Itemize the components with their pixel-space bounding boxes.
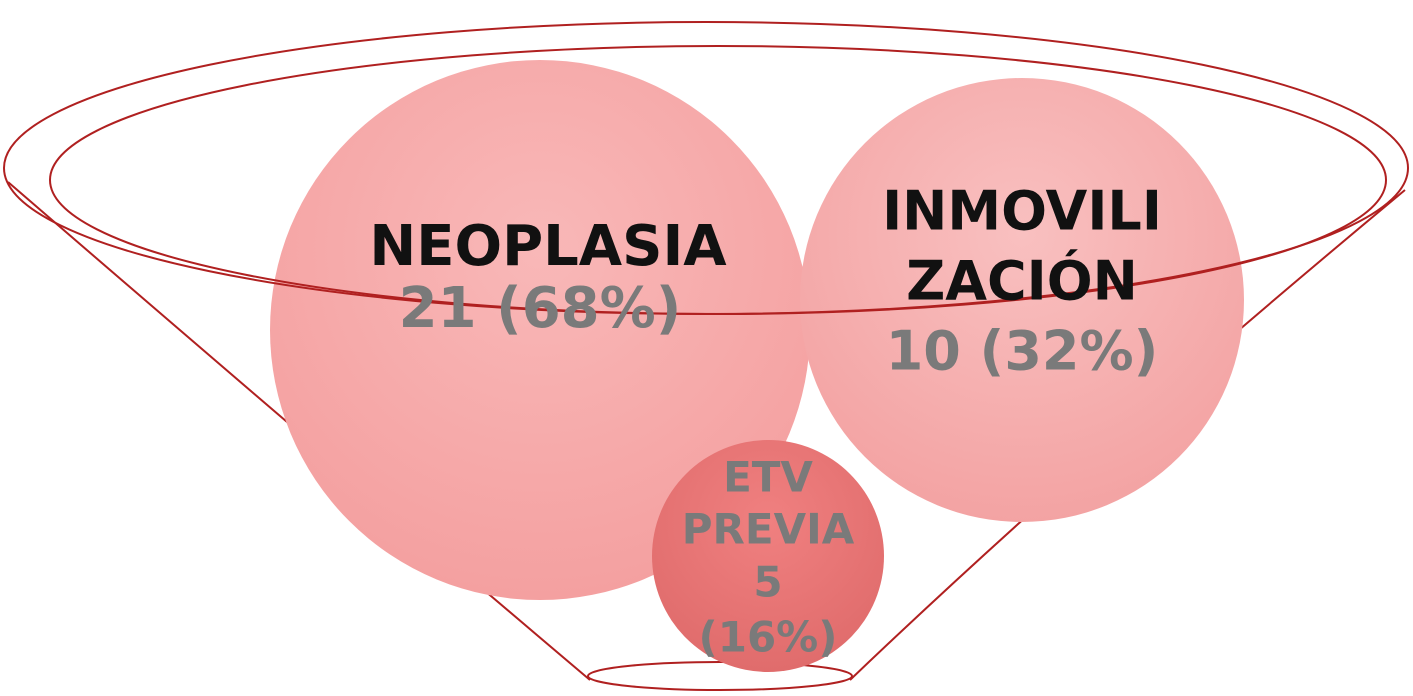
node-label: PREVIA xyxy=(682,505,855,554)
node-value: (16%) xyxy=(699,613,838,662)
funnel-bottom xyxy=(588,662,852,690)
node-label: ZACIÓN xyxy=(906,250,1138,313)
node-label: NEOPLASIA xyxy=(369,214,727,279)
node-label: ETV xyxy=(723,453,813,502)
funnel-diagram: NEOPLASIA 21 (68%) INMOVILI ZACIÓN 10 (3… xyxy=(0,0,1413,696)
node-value: 21 (68%) xyxy=(399,276,682,341)
node-value: 5 xyxy=(753,558,782,607)
node-value: 10 (32%) xyxy=(886,320,1159,383)
node-label: INMOVILI xyxy=(882,180,1162,243)
